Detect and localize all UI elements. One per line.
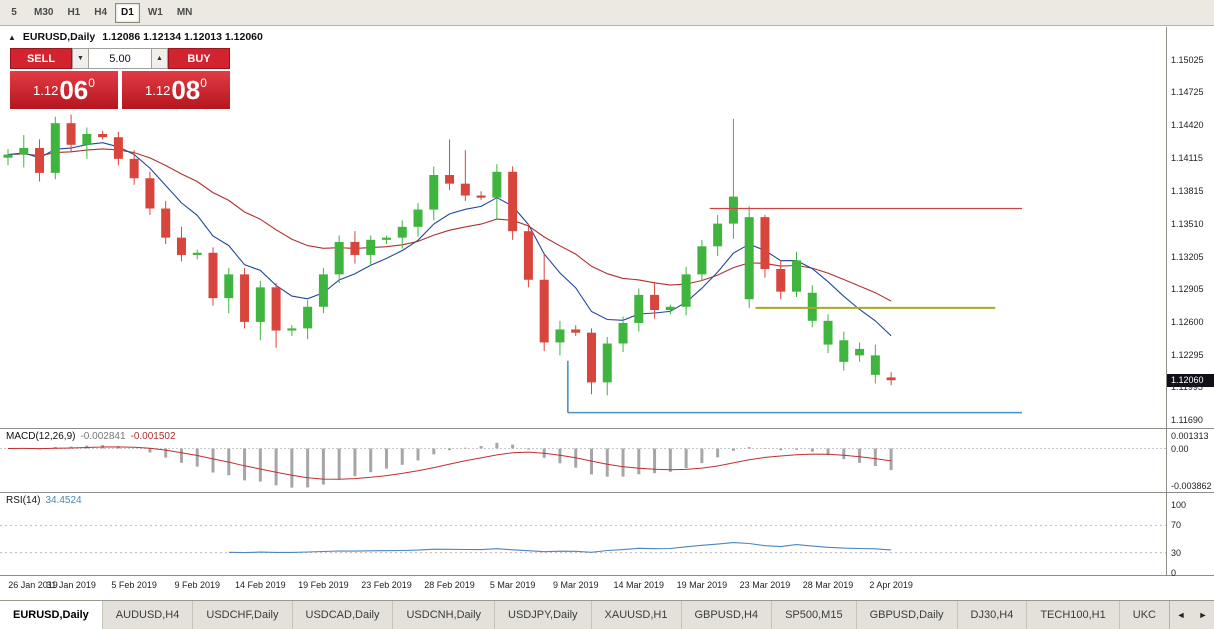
timeframe-toolbar: 5 M30 H1 H4 D1 W1 MN	[0, 0, 1214, 26]
sell-price-pipette: 0	[88, 76, 95, 90]
panel-divider[interactable]	[0, 428, 1214, 429]
time-axis-label: 23 Feb 2019	[361, 580, 412, 590]
panel-divider	[0, 575, 1214, 576]
sell-price-prefix: 1.12	[33, 82, 59, 98]
symbol-tab-gbpusd-daily[interactable]: GBPUSD,Daily	[857, 601, 958, 629]
price-axis-label: 1.13205	[1171, 251, 1204, 262]
time-axis-label: 5 Feb 2019	[111, 580, 157, 590]
volume-input[interactable]	[89, 48, 151, 69]
buy-price-button[interactable]: 1.12 08 0	[122, 71, 230, 109]
rsi-indicator-label: RSI(14) 34.4524	[6, 495, 82, 506]
timeframe-button-d1[interactable]: D1	[115, 2, 140, 23]
price-axis-label: 1.12905	[1171, 283, 1204, 294]
chart-title-symbol: EURUSD,Daily	[22, 31, 96, 43]
timeframe-button-mn[interactable]: MN	[171, 3, 199, 23]
macd-axis-label: -0.003862	[1171, 480, 1212, 491]
time-axis-label: 2 Apr 2019	[869, 580, 913, 590]
chart-window	[0, 26, 1214, 600]
time-axis-label: 23 Mar 2019	[739, 580, 791, 590]
price-axis-label: 1.13815	[1171, 185, 1204, 196]
symbol-tab-eurusd-daily[interactable]: EURUSD,Daily	[0, 601, 103, 629]
time-axis-label: 5 Mar 2019	[489, 580, 536, 590]
symbol-tab-dj30-h4[interactable]: DJ30,H4	[958, 601, 1028, 629]
rsi-name: RSI(14)	[6, 495, 41, 506]
price-axis-label: 1.11690	[1171, 415, 1203, 426]
chart-title-ohlc: 1.12086 1.12134 1.12013 1.12060	[102, 31, 263, 43]
price-axis-label: 1.11995	[1171, 382, 1203, 393]
time-axis-label: 31 Jan 2019	[46, 580, 96, 590]
rsi-axis-label: 0	[1171, 568, 1177, 578]
volume-increase-icon[interactable]: ▲	[151, 48, 168, 69]
rsi-value: 34.4524	[45, 495, 82, 506]
rsi-axis-label: 100	[1171, 500, 1187, 510]
price-axis-label: 1.12295	[1171, 349, 1204, 360]
timeframe-button-5[interactable]: 5	[2, 3, 26, 23]
current-price-badge: 1.12060	[1167, 374, 1214, 388]
buy-button[interactable]: BUY	[168, 48, 230, 69]
price-axis-label: 1.14420	[1171, 120, 1204, 131]
macd-axis-label: 0.001313	[1171, 430, 1209, 441]
symbol-tab-bar: EURUSD,Daily AUDUSD,H4 USDCHF,Daily USDCAD,…	[0, 600, 1214, 629]
timeframe-button-w1[interactable]: W1	[142, 3, 169, 23]
time-axis-label: 9 Feb 2019	[174, 580, 221, 590]
rsi-axis-label: 30	[1171, 547, 1182, 558]
symbol-tab-usdcnh-daily[interactable]: USDCNH,Daily	[393, 601, 496, 629]
time-axis-label: 14 Mar 2019	[613, 580, 665, 590]
timeframe-button-h4[interactable]: H4	[88, 3, 113, 23]
sell-price-button[interactable]: 1.12 06 0	[10, 71, 118, 109]
timeframe-button-m30[interactable]: M30	[28, 3, 59, 23]
symbol-tab-usdchf-daily[interactable]: USDCHF,Daily	[193, 601, 293, 629]
symbol-tab-usdcad-daily[interactable]: USDCAD,Daily	[293, 601, 394, 629]
price-axis-label: 1.15025	[1171, 55, 1204, 65]
macd-signal-value: -0.001502	[130, 431, 176, 442]
symbol-tab-tech100-h1[interactable]: TECH100,H1	[1027, 601, 1120, 629]
panel-divider[interactable]	[0, 492, 1214, 493]
tab-navigation: ◄ ►	[1169, 601, 1214, 629]
price-axis-divider	[1166, 27, 1167, 575]
buy-price-big-digits: 08	[171, 75, 201, 105]
sell-price-big-digits: 06	[59, 75, 89, 105]
macd-main-value: -0.002841	[80, 431, 126, 442]
time-axis-label: 19 Feb 2019	[298, 580, 349, 590]
price-axis-label: 1.14725	[1171, 87, 1204, 98]
rsi-axis-label: 70	[1171, 520, 1182, 531]
symbol-tab-gbpusd-h4[interactable]: GBPUSD,H4	[682, 601, 773, 629]
time-axis-label: 28 Feb 2019	[424, 580, 475, 590]
symbol-tab-ukc[interactable]: UKC	[1120, 601, 1170, 629]
time-axis-label: 9 Mar 2019	[552, 580, 599, 590]
timeframe-button-h1[interactable]: H1	[61, 3, 86, 23]
time-axis-label: 26 Jan 2019	[8, 580, 58, 590]
tabs-scroll-left-icon[interactable]: ◄	[1170, 601, 1192, 629]
price-axis-label: 1.14115	[1171, 153, 1203, 164]
symbol-tab-sp500-m15[interactable]: SP500,M15	[772, 601, 857, 629]
price-axis-label: 1.12600	[1171, 316, 1204, 327]
tabs-scroll-right-icon[interactable]: ►	[1192, 601, 1214, 629]
price-axis-label: 1.13510	[1171, 218, 1204, 229]
sell-button[interactable]: SELL	[10, 48, 72, 69]
time-axis-label: 28 Mar 2019	[802, 580, 854, 590]
buy-price-prefix: 1.12	[145, 82, 171, 98]
symbol-tab-audusd-h4[interactable]: AUDUSD,H4	[103, 601, 194, 629]
chart-expand-icon[interactable]: ▲	[8, 32, 16, 42]
chart-title: ▲ EURUSD,Daily 1.12086 1.12134 1.12013 1…	[8, 31, 263, 43]
time-axis-label: 19 Mar 2019	[676, 580, 728, 590]
volume-decrease-icon[interactable]: ▼	[72, 48, 89, 69]
symbol-tab-usdjpy-daily[interactable]: USDJPY,Daily	[495, 601, 592, 629]
symbol-tab-xauusd-h1[interactable]: XAUUSD,H1	[592, 601, 682, 629]
time-axis-label: 14 Feb 2019	[235, 580, 286, 590]
buy-price-pipette: 0	[200, 76, 207, 90]
macd-axis-label: 0.00	[1171, 443, 1189, 454]
macd-indicator-label: MACD(12,26,9) -0.002841 -0.001502	[6, 431, 176, 442]
macd-name: MACD(12,26,9)	[6, 431, 76, 442]
